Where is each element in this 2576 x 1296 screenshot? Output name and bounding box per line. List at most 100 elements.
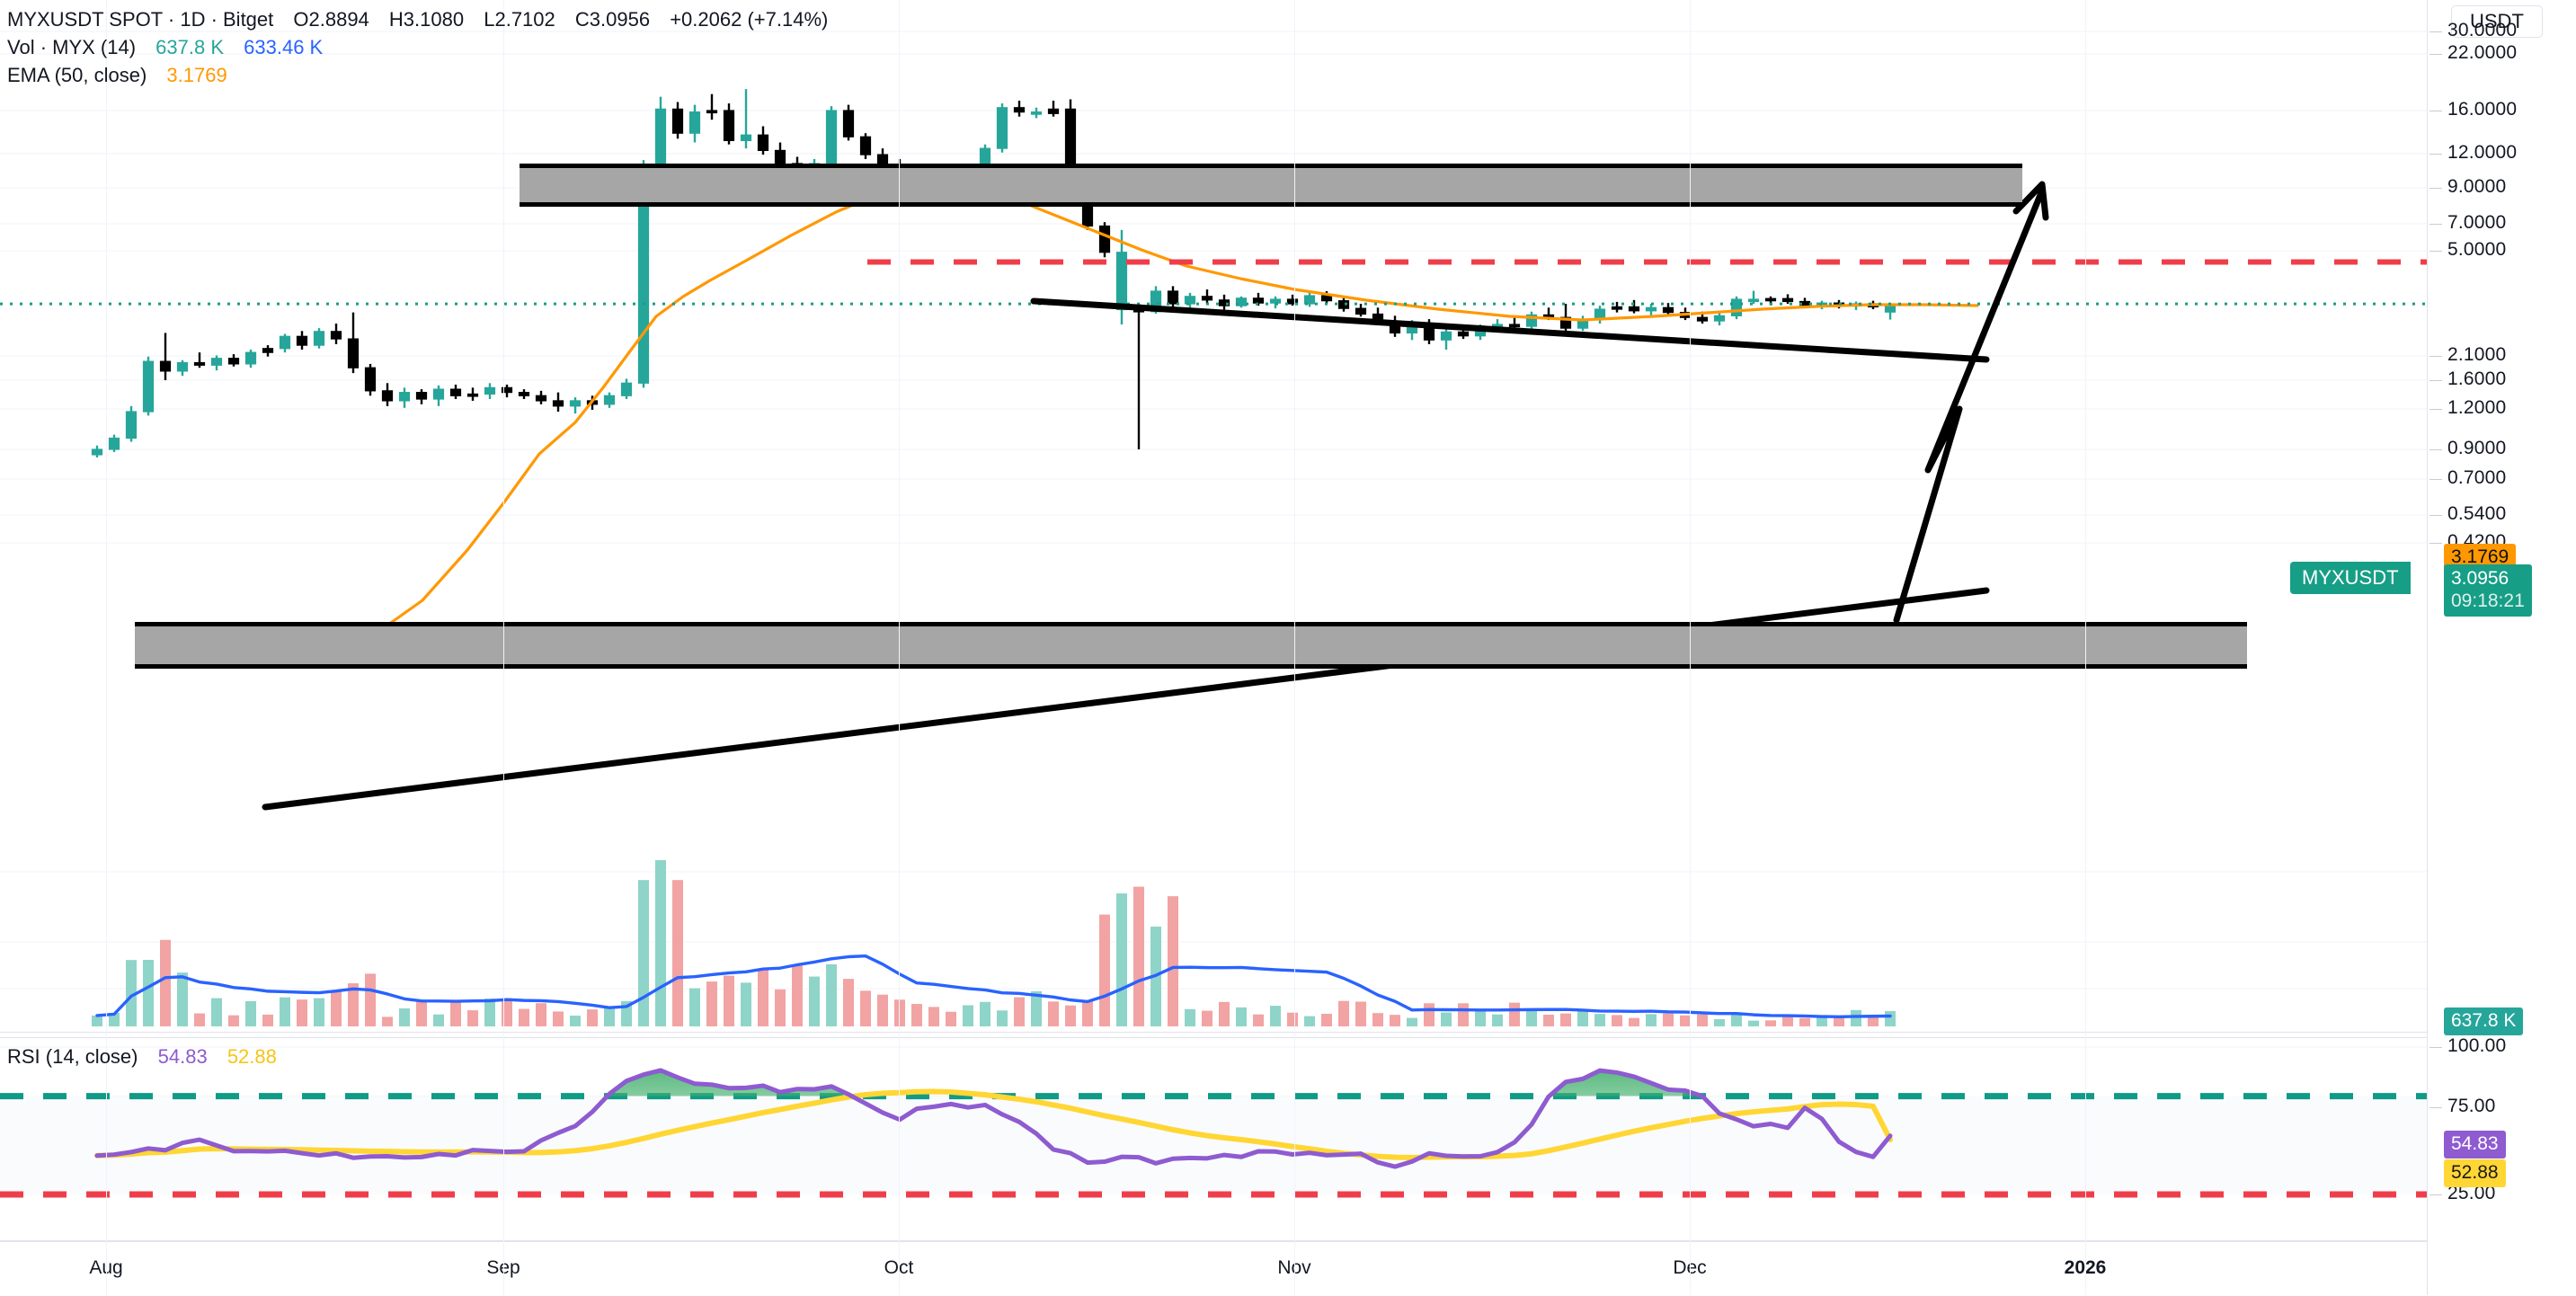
pane-separator-rsi[interactable] <box>0 1037 2576 1038</box>
volume-bar <box>177 972 188 1026</box>
candle-body <box>1559 316 1572 329</box>
candle-body <box>1286 298 1299 305</box>
volume-bar <box>809 976 820 1026</box>
volume-bar <box>638 880 649 1026</box>
price-chart-pane[interactable] <box>0 0 2427 1032</box>
volume-bar <box>1851 1009 1861 1026</box>
descending-trendline[interactable] <box>1030 297 1990 363</box>
volume-bar <box>1219 1001 1230 1026</box>
volume-bar <box>1782 1016 1793 1026</box>
legend-ema-row[interactable]: EMA (50, close) 3.1769 <box>7 61 830 89</box>
price-tick-dash-7 <box>2429 356 2442 357</box>
candle-body <box>1047 108 1060 114</box>
candle-body <box>1320 295 1333 302</box>
price-tick-12: 0.5400 <box>2447 503 2507 524</box>
candle-body <box>432 388 445 400</box>
volume-bar <box>126 960 137 1026</box>
legend-close: C3.0956 <box>574 8 651 31</box>
rsi-legend-row: RSI (14, close) 54.83 52.88 <box>7 1043 279 1070</box>
price-tick-dash-11 <box>2429 479 2442 480</box>
symbol-price-tag[interactable]: MYXUSDT <box>2290 562 2411 594</box>
volume-bar <box>1424 1003 1435 1026</box>
candle-body <box>125 411 138 439</box>
price-tick-4: 9.0000 <box>2447 176 2507 197</box>
volume-bar <box>109 1012 120 1026</box>
volume-bar <box>1612 1015 1622 1026</box>
volume-bar <box>1748 1020 1759 1026</box>
price-tick-dash-13 <box>2429 543 2442 544</box>
candle-body <box>244 351 257 365</box>
candle-body <box>1611 306 1623 310</box>
volume-bar <box>946 1011 956 1026</box>
candle-body <box>398 392 411 402</box>
candle-body <box>1508 324 1521 328</box>
price-tick-dash-10 <box>2429 449 2442 450</box>
current-price-badge[interactable]: 3.0956 09:18:21 <box>2444 564 2532 617</box>
volume-bar <box>228 1015 239 1026</box>
candle-body <box>210 358 223 366</box>
rsi-ma-line <box>94 1088 1893 1161</box>
candle-body <box>1747 298 1760 303</box>
price-tick-6: 5.0000 <box>2447 239 2507 260</box>
legend-symbol-row[interactable]: MYXUSDT SPOT · 1D · Bitget O2.8894 H3.10… <box>7 5 830 33</box>
candle-body <box>176 361 189 372</box>
volume-bar <box>245 1000 256 1026</box>
pane-separator-time <box>0 1240 2576 1241</box>
legend-volume-row[interactable]: Vol · MYX (14) 637.8 K 633.46 K <box>7 33 830 61</box>
price-tick-9: 1.2000 <box>2447 397 2507 418</box>
rsi-tick-2: 25.00 <box>2447 1183 2496 1203</box>
rsi-tick-dash-0 <box>2429 1047 2442 1048</box>
candle-body <box>159 360 172 372</box>
candle-body <box>466 393 479 397</box>
price-tick-8: 1.6000 <box>2447 368 2507 389</box>
volume-bar <box>399 1008 410 1026</box>
volume-bar <box>928 1007 939 1026</box>
legend-volume-title: Vol · MYX (14) <box>7 36 137 58</box>
currency-chip[interactable]: USDT <box>2451 5 2543 38</box>
rsi-line <box>94 1068 1893 1169</box>
candle-body <box>1355 307 1367 315</box>
candle-body <box>91 448 103 456</box>
price-tick-dash-1 <box>2429 54 2442 55</box>
volume-bar <box>1304 1016 1315 1026</box>
candle-body <box>1269 298 1282 304</box>
vertical-gridline-2 <box>899 0 900 1295</box>
time-axis[interactable]: Aug Sep Oct Nov Dec 2026 <box>0 1241 2427 1296</box>
price-axis[interactable]: USDT 30.0000 22.0000 16.0000 12.0000 9.0000 7… <box>2427 0 2576 1295</box>
volume-bar <box>860 990 871 1026</box>
price-tick-1: 22.0000 <box>2447 42 2518 63</box>
price-tick-dash-6 <box>2429 251 2442 252</box>
volume-bar <box>382 1016 393 1026</box>
volume-bar <box>672 880 683 1026</box>
candle-body <box>757 134 769 152</box>
price-tick-dash-0 <box>2429 31 2442 32</box>
volume-canvas <box>0 860 2427 1026</box>
volume-bar <box>1560 1013 1571 1026</box>
projection-arrow-path[interactable] <box>1893 187 2046 624</box>
rsi-legend-ma-value: 52.88 <box>227 1045 277 1068</box>
volume-bar <box>1765 1020 1776 1026</box>
volume-bar <box>416 1001 427 1026</box>
legend-open: O2.8894 <box>293 8 369 31</box>
candle-body <box>859 136 872 155</box>
candle-body <box>535 395 547 402</box>
volume-bar <box>1048 1001 1059 1026</box>
candle-body <box>1303 295 1316 305</box>
candle-body <box>723 110 735 141</box>
volume-bar <box>1236 1007 1247 1026</box>
vertical-gridline-1 <box>503 0 504 1295</box>
volume-pane[interactable] <box>0 836 2427 1032</box>
volume-bar <box>570 1016 581 1026</box>
volume-bar <box>1475 1010 1486 1026</box>
price-tick-5: 7.0000 <box>2447 212 2507 233</box>
rsi-legend[interactable]: RSI (14, close) 54.83 52.88 <box>7 1043 279 1070</box>
candle-body <box>740 134 752 141</box>
volume-bar <box>1390 1015 1400 1026</box>
volume-bar <box>1577 1010 1588 1026</box>
volume-bar <box>1543 1014 1554 1026</box>
rsi-pane[interactable] <box>0 1038 2427 1240</box>
volume-bar <box>1031 990 1042 1026</box>
pane-separator-volume[interactable] <box>0 1032 2576 1033</box>
volume-bar <box>1680 1015 1691 1026</box>
vertical-gridline-0 <box>106 0 107 1295</box>
